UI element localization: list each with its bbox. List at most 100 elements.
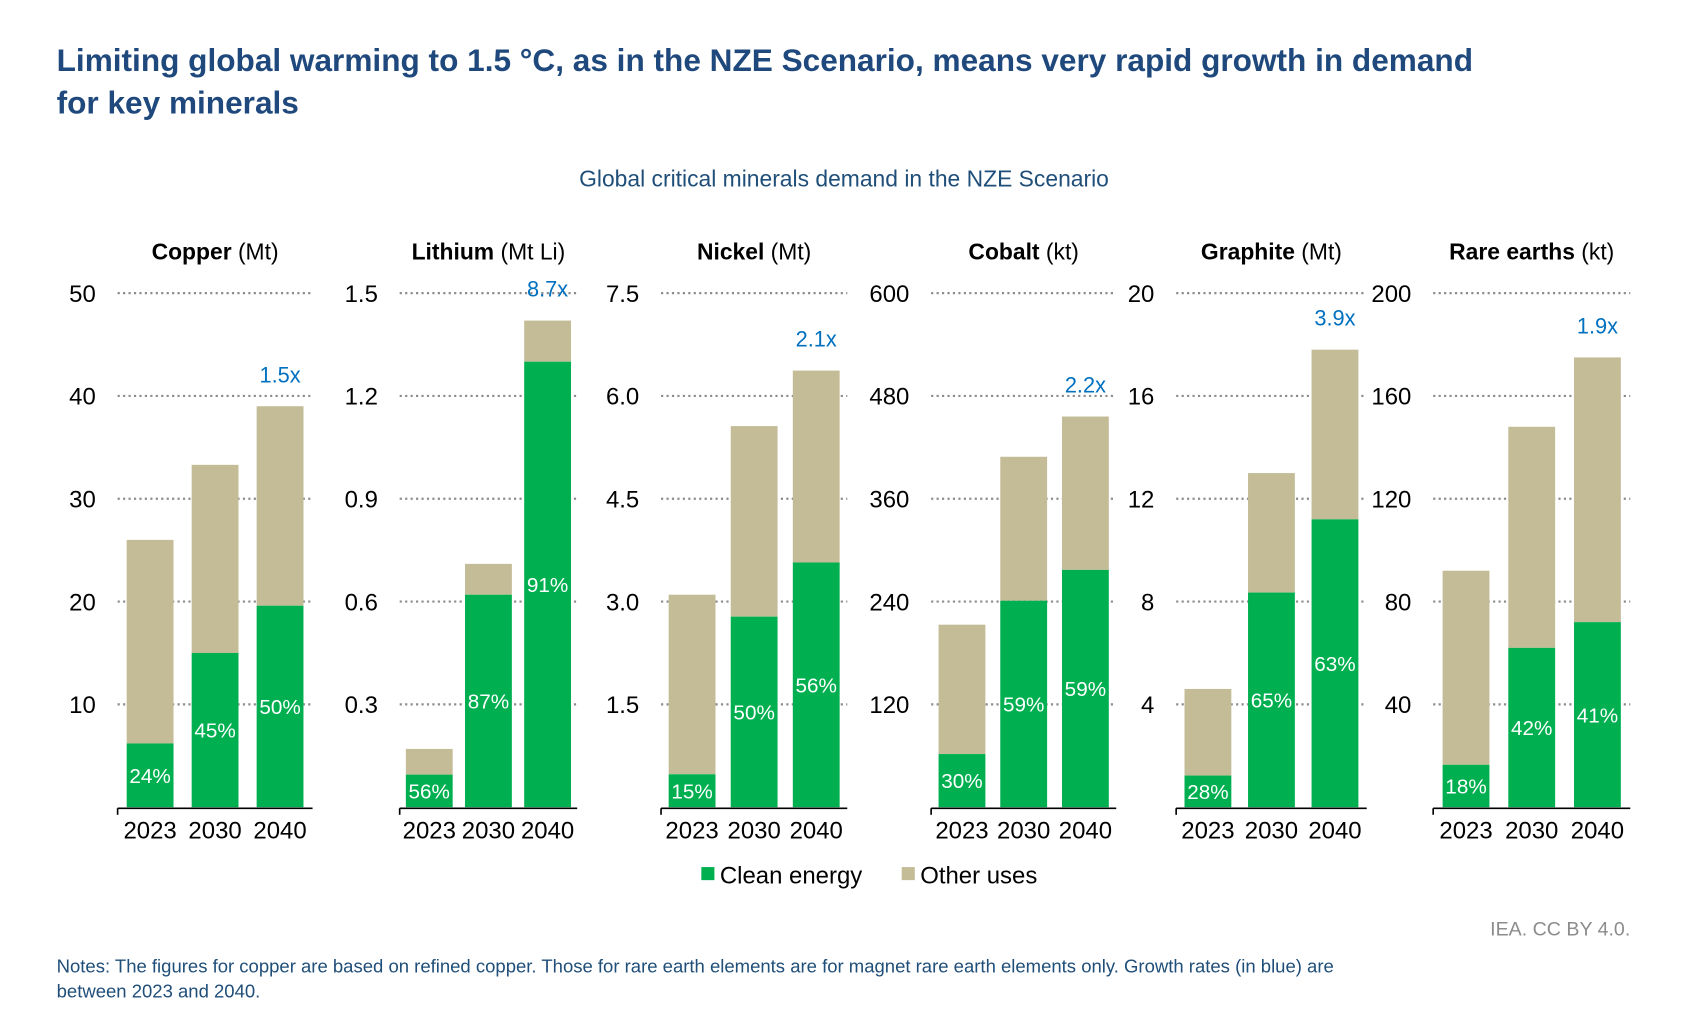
y-tick-label: 0.9 <box>345 486 378 513</box>
legend-label-other: Other uses <box>920 862 1037 889</box>
bar-clean-energy <box>1000 600 1048 808</box>
bar-clean-energy <box>524 361 572 808</box>
x-tick-label: 2040 <box>521 818 574 845</box>
x-tick-label: 2023 <box>1181 818 1234 845</box>
panel-graphite: Graphite (Mt) 4 8 12 16 20 28% 2023 65% 2030 63% 20… <box>1128 238 1367 845</box>
y-tick-label: 600 <box>869 281 909 308</box>
bar-clean-energy <box>938 754 986 808</box>
bar-percent-label: 56% <box>796 674 837 697</box>
y-tick-label: 0.6 <box>345 589 378 616</box>
x-tick-label: 2030 <box>1245 818 1298 845</box>
x-tick-label: 2040 <box>790 818 843 845</box>
y-tick-label: 40 <box>1385 692 1412 719</box>
x-tick-label: 2040 <box>1059 818 1112 845</box>
bar-percent-label: 30% <box>941 770 982 793</box>
chart-subtitle: Global critical minerals demand in the N… <box>579 165 1109 191</box>
panel-title: Nickel (Mt) <box>697 238 811 264</box>
y-tick-label: 40 <box>69 384 96 411</box>
panel-title-unit: (Mt Li) <box>494 238 565 264</box>
bar-other-uses <box>1442 570 1490 765</box>
y-tick-label: 200 <box>1371 281 1411 308</box>
panel-nickel: Nickel (Mt) 1.5 3.0 4.5 6.0 7.5 15% 2023 50% 2030… <box>606 238 848 845</box>
bar-other-uses <box>792 370 840 563</box>
y-tick-label: 1.5 <box>606 692 639 719</box>
bar-percent-label: 28% <box>1187 781 1228 804</box>
y-tick-label: 10 <box>69 692 96 719</box>
panels: Copper (Mt)102030405024%202345%203050%20… <box>69 238 1631 845</box>
x-tick-label: 2023 <box>1439 818 1492 845</box>
x-tick-label: 2030 <box>997 818 1050 845</box>
bar-clean-energy <box>191 652 239 808</box>
y-tick-label: 4 <box>1141 692 1154 719</box>
bar-percent-label: 50% <box>733 702 774 725</box>
x-tick-label: 2023 <box>665 818 718 845</box>
panel-title-unit: (Mt) <box>232 238 279 264</box>
bar-other-uses <box>1508 426 1556 648</box>
panel-title: Rare earths (kt) <box>1449 238 1614 264</box>
panel-title-name: Nickel <box>697 238 764 264</box>
panel-title-unit: (Mt) <box>1295 238 1342 264</box>
panel-lithium: Lithium (Mt Li) 0.3 0.6 0.9 1.2 1.5 56% 2023 87%… <box>345 238 578 845</box>
y-tick-label: 20 <box>69 589 96 616</box>
bar-other-uses <box>1311 349 1359 520</box>
legend-swatch-other <box>901 867 915 881</box>
y-tick-label: 80 <box>1385 589 1412 616</box>
bar-clean-energy <box>1508 647 1556 808</box>
bar-clean-energy <box>792 562 840 808</box>
x-tick-label: 2023 <box>403 818 456 845</box>
bar-other-uses <box>126 539 174 744</box>
bar-other-uses <box>1061 416 1109 570</box>
panel-title-name: Graphite <box>1201 238 1295 264</box>
panel-title-name: Copper <box>152 238 232 264</box>
bar-percent-label: 91% <box>527 574 568 597</box>
x-tick-label: 2023 <box>935 818 988 845</box>
bar-clean-energy <box>668 774 716 808</box>
panel-title: Cobalt (kt) <box>968 238 1078 264</box>
bar-clean-energy <box>1061 569 1109 808</box>
bar-percent-label: 50% <box>259 696 300 719</box>
bar-percent-label: 42% <box>1511 717 1552 740</box>
panel-title: Lithium (Mt Li) <box>412 238 566 264</box>
bar-other-uses <box>191 464 239 653</box>
legend-label-clean: Clean energy <box>720 862 862 889</box>
panel-title-name: Cobalt <box>968 238 1039 264</box>
growth-label: 2.2x <box>1065 373 1106 398</box>
bar-other-uses <box>524 320 572 362</box>
panel-title-name: Rare earths <box>1449 238 1575 264</box>
x-tick-label: 2030 <box>188 818 241 845</box>
bar-percent-label: 56% <box>409 781 450 804</box>
bar-percent-label: 59% <box>1003 694 1044 717</box>
panel-title-unit: (kt) <box>1575 238 1614 264</box>
bar-clean-energy <box>465 594 512 808</box>
bar-clean-energy <box>1184 775 1232 808</box>
notes-line-1: Notes: The figures for copper are based … <box>57 956 1334 977</box>
y-tick-label: 4.5 <box>606 486 639 513</box>
y-tick-label: 7.5 <box>606 281 639 308</box>
bar-percent-label: 15% <box>671 780 712 803</box>
bar-percent-label: 65% <box>1251 689 1292 712</box>
y-tick-label: 1.2 <box>345 384 378 411</box>
bar-other-uses <box>256 406 304 606</box>
bar-clean-energy <box>1574 622 1621 808</box>
page-title-line-2: for key minerals <box>57 84 299 120</box>
y-tick-label: 0.3 <box>345 692 378 719</box>
bar-clean-energy <box>1442 764 1490 808</box>
x-tick-label: 2040 <box>253 818 306 845</box>
bar-clean-energy <box>730 616 778 808</box>
y-tick-label: 20 <box>1128 281 1155 308</box>
growth-label: 8.7x <box>527 277 568 302</box>
page-title-line-1: Limiting global warming to 1.5 °C, as in… <box>57 42 1473 78</box>
panel-copper: Copper (Mt)102030405024%202345%203050%20… <box>69 238 313 845</box>
bar-percent-label: 59% <box>1065 678 1106 701</box>
panel-title-unit: (kt) <box>1040 238 1079 264</box>
notes-line-2: between 2023 and 2040. <box>57 981 261 1002</box>
y-tick-label: 120 <box>1371 486 1411 513</box>
x-tick-label: 2040 <box>1308 818 1361 845</box>
growth-label: 1.9x <box>1577 313 1618 338</box>
y-tick-label: 16 <box>1128 384 1155 411</box>
y-tick-label: 1.5 <box>345 281 378 308</box>
panel-title: Copper (Mt) <box>152 238 279 264</box>
bar-other-uses <box>730 426 778 617</box>
y-tick-label: 120 <box>869 692 909 719</box>
